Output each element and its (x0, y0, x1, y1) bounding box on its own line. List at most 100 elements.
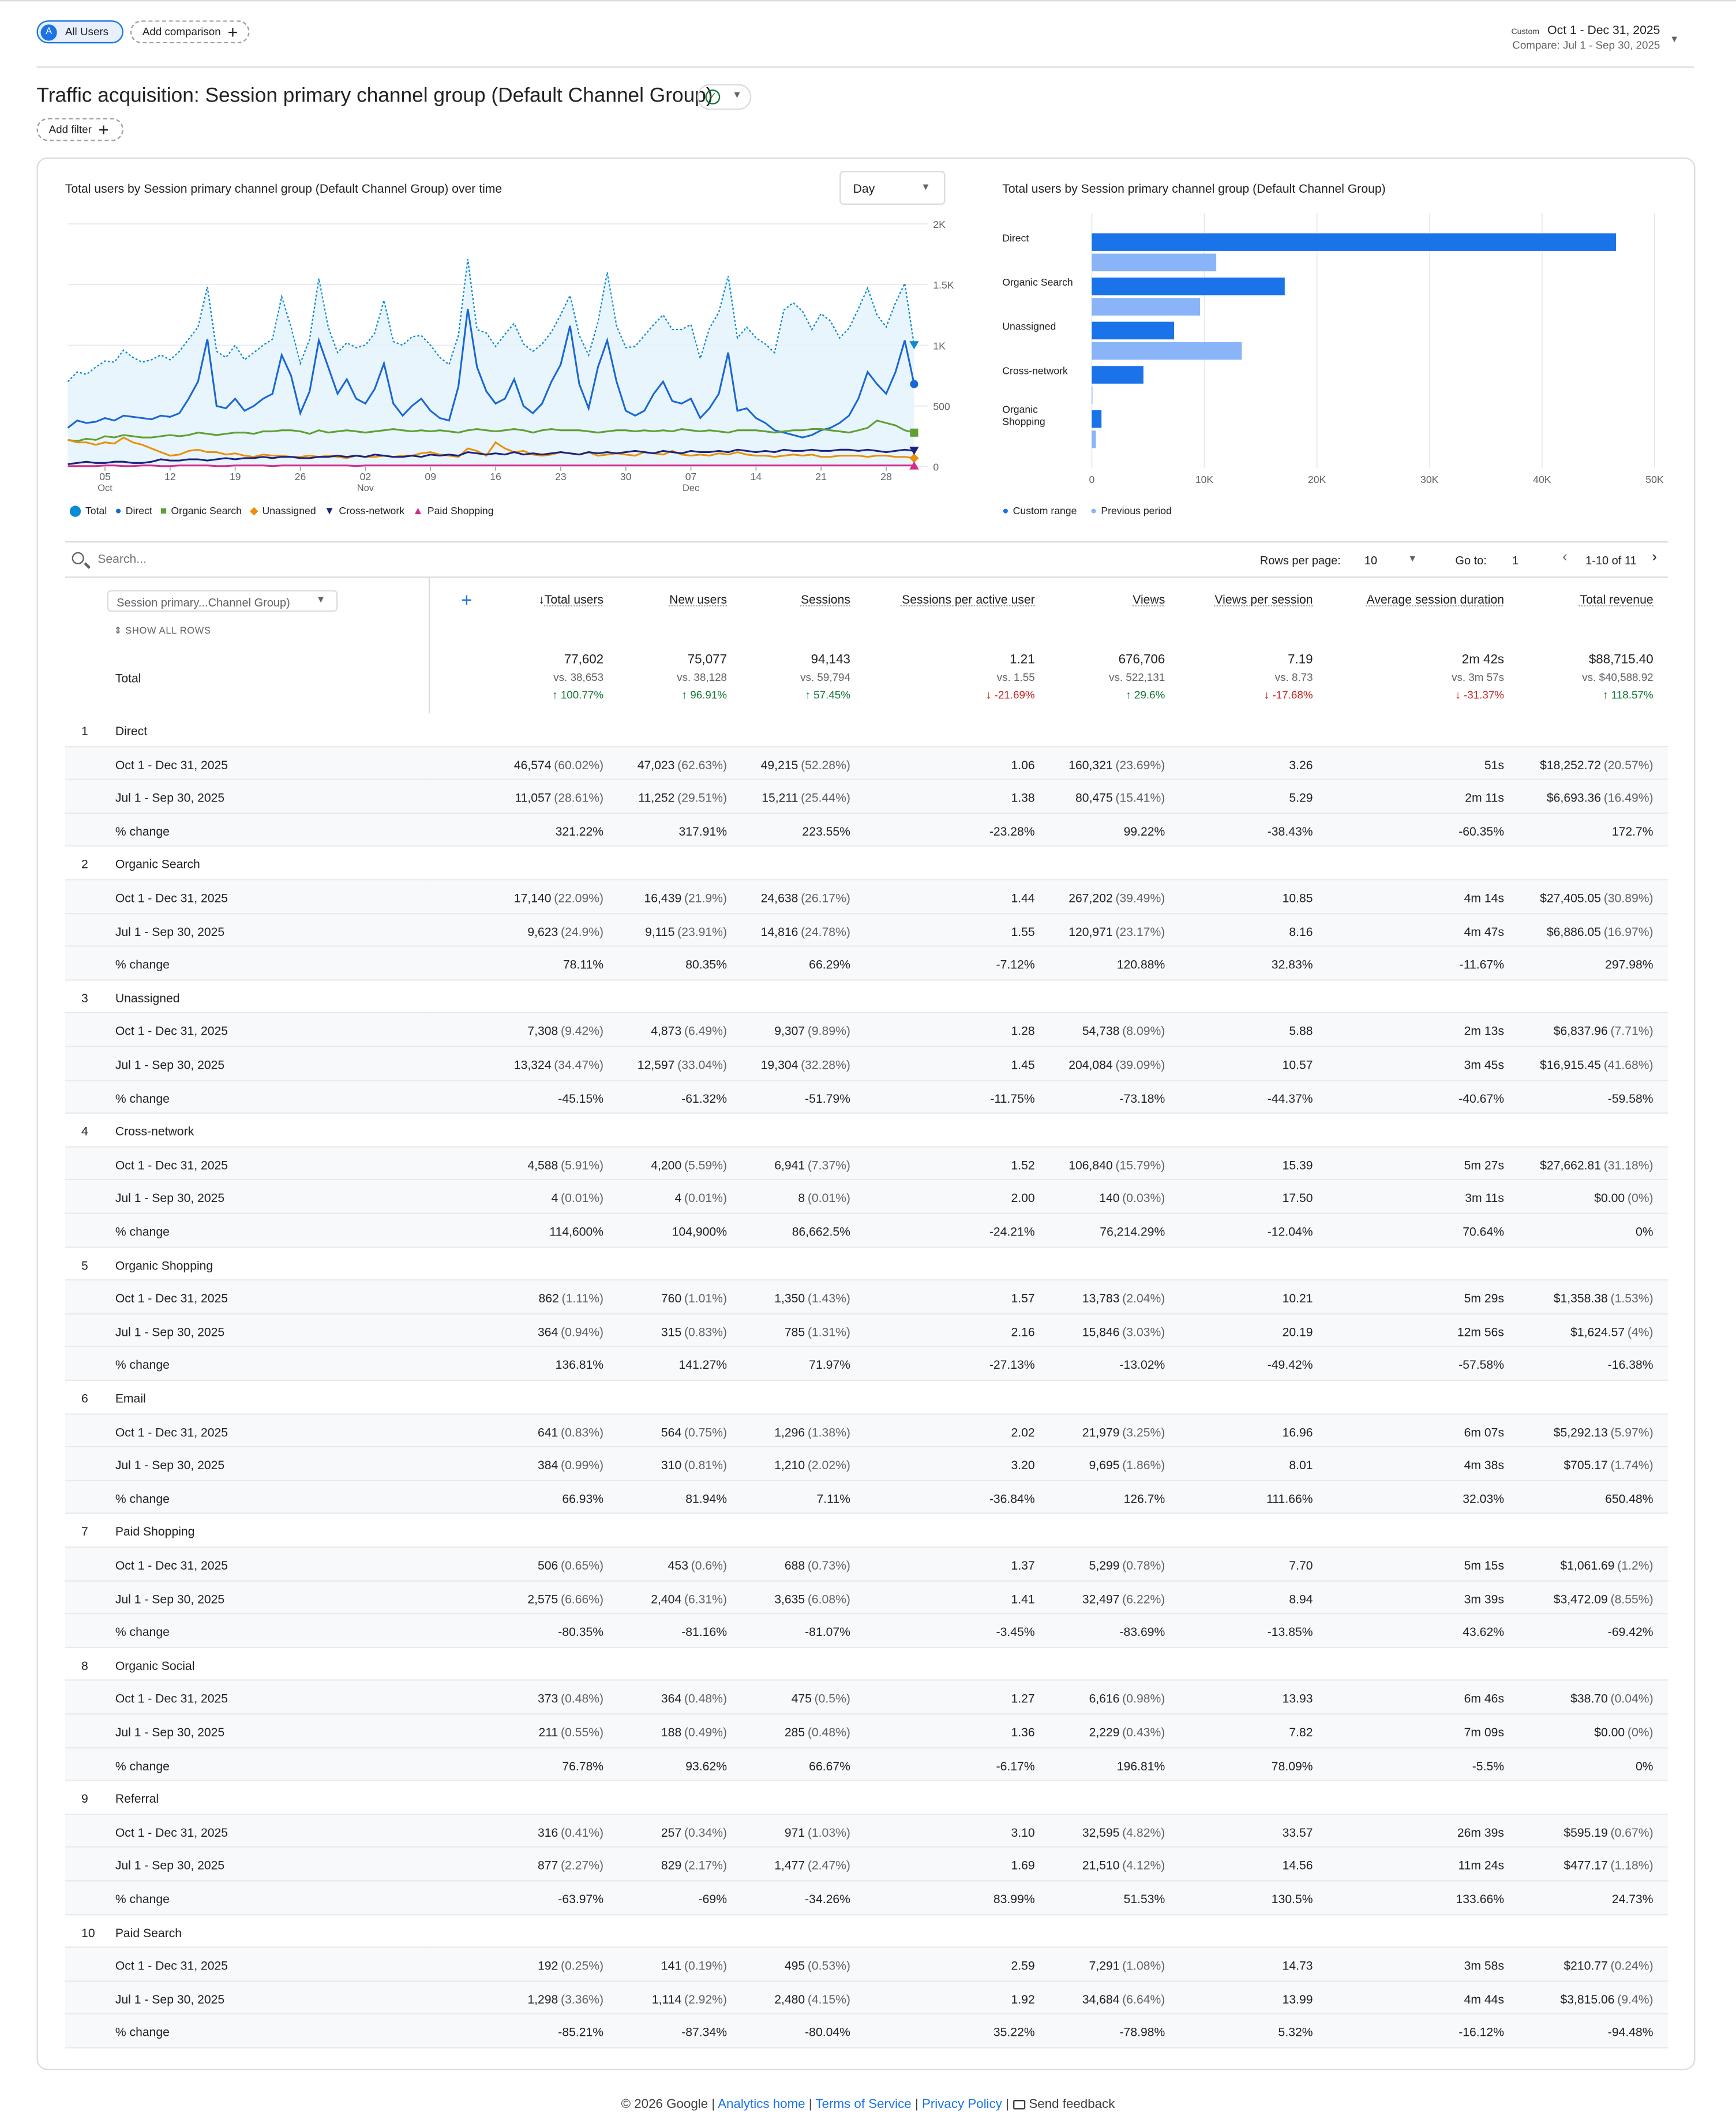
cell-value: 321.22% (556, 825, 604, 838)
privacy-link[interactable]: Privacy Policy (922, 2097, 1002, 2112)
table-cell: 5.29 (1289, 791, 1313, 805)
table-cell: 14.56 (1283, 1859, 1313, 1873)
cell-value: -7.12% (996, 958, 1035, 972)
cell-value: 14.56 (1283, 1859, 1313, 1873)
table-cell: 13.93 (1283, 1692, 1313, 1706)
total-v: 94,143 (800, 651, 850, 669)
chevron-left-icon[interactable]: ‹ (1562, 549, 1568, 566)
row-label: % change (115, 1492, 170, 1506)
line-chart-legend: ⬤ Total ● Direct ■ Organic Search ◆ Unassign… (69, 504, 502, 516)
x-tick-label: 30 (620, 471, 632, 482)
column-header-label: Views per session (1214, 593, 1313, 606)
terms-link[interactable]: Terms of Service (815, 2097, 911, 2112)
add-comparison-button[interactable]: Add comparison + (130, 20, 250, 43)
chevron-right-icon[interactable]: › (1652, 549, 1657, 566)
cell-share: (1.03%) (808, 1826, 850, 1840)
column-header[interactable]: Average session duration (1355, 591, 1504, 609)
row-index: 5 (81, 1259, 88, 1272)
cell-value: $38.70 (1570, 1692, 1608, 1706)
date-range-picker[interactable]: Custom Oct 1 - Dec 31, 2025 Compare: Jul … (1511, 23, 1660, 51)
x-tick-label: 20K (1308, 474, 1326, 485)
cell-value: 297.98% (1605, 958, 1653, 972)
table-cell: 80.35% (685, 958, 727, 972)
legend-item-paid-shopping[interactable]: ▲ Paid Shopping (413, 504, 493, 516)
dimension-select[interactable]: Session primary...Channel Group) ▼ (107, 590, 338, 612)
column-header[interactable]: Views per session (1191, 591, 1313, 609)
line-chart[interactable]: 2K 1.5K 1K 500 0 05 12 19 26 02 09 16 23 30 07 14 21 28 Oc… (54, 210, 977, 501)
table-cell: $1,061.69 (1.2%) (1560, 1559, 1653, 1572)
table-cell: 11,057 (28.61%) (515, 791, 603, 805)
cell-share: (0.49%) (684, 1725, 727, 1739)
legend-item-unassigned[interactable]: ◆ Unassigned (250, 504, 316, 516)
rows-per-page-select[interactable]: 10 (1364, 553, 1377, 567)
legend-item-organic-search[interactable]: ■ Organic Search (160, 504, 242, 516)
search-input[interactable] (95, 551, 508, 567)
legend-item-total[interactable]: ⬤ Total (69, 504, 107, 516)
bar-category-label: Organic Search (1002, 276, 1073, 288)
report-status-menu[interactable]: ✓ ▼ (697, 84, 751, 110)
cell-value: -60.35% (1458, 825, 1504, 838)
column-header[interactable]: Total revenue (1491, 591, 1653, 609)
total-vs: vs. 1.55 (986, 669, 1035, 687)
table-cell: 15,211 (25.44%) (762, 791, 850, 805)
table-cell: 2m 13s (1464, 1025, 1504, 1039)
table-cell: 1.28 (1011, 1025, 1034, 1039)
cell-value: 384 (538, 1459, 558, 1473)
send-feedback-button[interactable]: Send feedback (1013, 2097, 1115, 2112)
table-cell: 130.5% (1272, 1892, 1313, 1906)
line-chart-title: Total users by Session primary channel g… (65, 182, 502, 196)
table-cell: 4 (0.01%) (552, 1192, 604, 1205)
cell-value: 7.82 (1289, 1725, 1313, 1739)
cell-value: 211 (539, 1725, 558, 1739)
row-index: 2 (81, 858, 88, 872)
add-filter-button[interactable]: Add filter + (36, 118, 123, 141)
cell-value: 196.81% (1117, 1759, 1165, 1773)
cell-value: 8.01 (1289, 1459, 1313, 1473)
cell-share: (0.48%) (561, 1692, 603, 1706)
row-index: 6 (81, 1392, 88, 1406)
table-cell: 51s (1484, 758, 1504, 772)
table-cell: -87.34% (681, 2026, 727, 2040)
cell-value: $27,662.81 (1540, 1158, 1601, 1172)
table-cell: 16.96 (1283, 1425, 1313, 1439)
column-header[interactable]: Sessions (742, 591, 850, 609)
cell-value: 2,404 (651, 1592, 681, 1606)
legend-item-custom-range[interactable]: ● Custom range (1002, 504, 1077, 516)
column-header[interactable]: Sessions per active user (886, 591, 1035, 609)
table-cell: -5.5% (1472, 1759, 1504, 1773)
column-header[interactable]: ↓ Total users (482, 591, 604, 609)
cell-value: 24,638 (761, 891, 798, 905)
bar-category-label-line: Shopping (1002, 416, 1045, 428)
granularity-select[interactable]: Day ▼ (839, 171, 945, 205)
legend-item-previous-period[interactable]: ● Previous period (1090, 504, 1172, 516)
cell-value: 120,971 (1068, 924, 1113, 938)
legend-item-direct[interactable]: ● Direct (115, 504, 152, 516)
cell-share: (0.48%) (684, 1692, 727, 1706)
table-cell: 9,115 (23.91%) (645, 924, 727, 938)
bar-chart[interactable]: 0 10K 20K 30K 40K 50K Direct Organic Search Unas… (997, 210, 1668, 501)
cell-value: -81.07% (805, 1626, 850, 1639)
legend-label: Total (85, 504, 107, 516)
goto-input[interactable]: 1 (1512, 553, 1518, 567)
legend-item-cross-network[interactable]: ▼ Cross-network (324, 504, 404, 516)
total-chg: ↑ 118.57% (1582, 687, 1653, 705)
column-header[interactable]: Views (1043, 591, 1165, 609)
add-dimension-plus-icon[interactable]: + (461, 589, 472, 611)
date-range-dropdown-icon[interactable]: ▼ (1670, 35, 1679, 44)
table-cell: 160,321 (23.69%) (1068, 758, 1165, 772)
table-cell: 650.48% (1605, 1492, 1653, 1506)
show-all-rows-button[interactable]: ⇕ SHOW ALL ROWS (114, 626, 211, 636)
cell-share: (4.15%) (808, 1993, 850, 2006)
cell-value: -51.79% (805, 1091, 850, 1105)
analytics-home-link[interactable]: Analytics home (718, 2097, 805, 2112)
cell-value: 641 (538, 1425, 558, 1439)
cell-value: 7.11% (817, 1492, 850, 1506)
cell-value: -80.35% (558, 1626, 603, 1639)
cell-value: -45.15% (558, 1091, 603, 1105)
table-cell: 99.22% (1124, 825, 1165, 838)
chevron-down-icon[interactable]: ▼ (1408, 555, 1417, 564)
table-cell: 3.26 (1289, 758, 1313, 772)
segment-chip[interactable]: A All Users (36, 20, 123, 43)
copyright: © 2026 Google (621, 2097, 708, 2112)
column-header[interactable]: New users (618, 591, 727, 609)
